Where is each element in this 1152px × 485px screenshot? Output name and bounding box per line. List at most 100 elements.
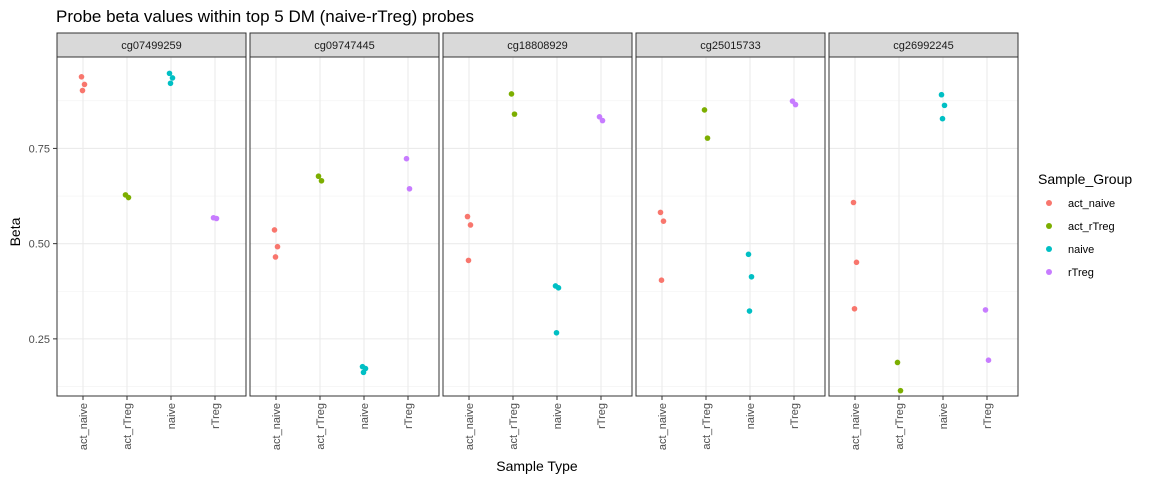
panel-border [442, 56, 633, 397]
x-tick-label: act_rTreg [122, 403, 134, 450]
legend-label: act_naive [1068, 198, 1115, 210]
panel-border [828, 56, 1019, 397]
x-tick-label: act_naive [850, 403, 862, 450]
panel-background [250, 57, 439, 396]
y-axis-ticks: 0.25 0.50 0.75 [29, 143, 57, 346]
x-tick-label: rTreg [403, 403, 415, 429]
data-point [79, 87, 86, 94]
legend-key [1046, 246, 1052, 252]
x-tick-label: rTreg [789, 403, 801, 429]
x-tick-label: act_rTreg [701, 403, 713, 450]
x-tick-label: act_rTreg [508, 403, 520, 450]
facet-panel: cg26992245 act_naive act_rTreg naive rTreg [828, 32, 1019, 450]
facet-strip [249, 32, 440, 58]
data-point [982, 307, 989, 313]
y-tick-label: 0.75 [29, 143, 50, 155]
y-tick-label: 0.50 [29, 239, 50, 251]
facet-panel: cg25015733 act_naive act_rTreg naive rTreg [635, 32, 826, 450]
data-point [274, 243, 281, 250]
panel-background [636, 57, 825, 396]
facet-strip-label: cg26992245 [893, 40, 954, 52]
facet-strip [56, 32, 247, 58]
data-point [897, 387, 904, 394]
data-point [596, 114, 603, 120]
data-point [894, 359, 901, 366]
legend-key [1046, 269, 1052, 275]
data-point [853, 259, 860, 266]
data-point [125, 194, 132, 201]
x-tick-label: act_naive [464, 403, 476, 450]
panel-background [57, 57, 246, 396]
data-point [508, 91, 515, 97]
x-tick-label: naive [552, 403, 564, 429]
data-point [704, 135, 711, 141]
data-point [213, 215, 220, 222]
x-tick-label: rTreg [210, 403, 222, 429]
x-axis-label: Sample Type [496, 458, 578, 474]
data-point [166, 70, 173, 77]
data-point [360, 369, 367, 376]
facet-panel: cg09747445 act_naive act_rTreg naive rTreg [249, 32, 440, 450]
x-tick-label: act_naive [78, 403, 90, 450]
data-point [464, 213, 471, 220]
facet-panel: cg18808929 act_naive act_rTreg naive rTreg [442, 32, 633, 450]
data-point [81, 81, 88, 88]
data-point [701, 107, 708, 113]
x-tick-label: rTreg [982, 403, 994, 429]
facet-strip [635, 32, 826, 58]
data-point [511, 111, 518, 117]
x-tick-label: act_naive [657, 403, 669, 450]
x-tick-label: naive [166, 403, 178, 429]
facet-strip-label: cg07499259 [121, 40, 182, 52]
data-point [941, 102, 948, 109]
facet-strip [828, 32, 1019, 58]
legend-label: rTreg [1068, 267, 1094, 279]
legend-label: naive [1068, 244, 1094, 256]
x-tick-label: act_naive [271, 403, 283, 450]
data-point [406, 185, 413, 192]
data-point [271, 227, 278, 233]
data-point [850, 199, 857, 206]
facet-strip-label: cg18808929 [507, 40, 568, 52]
data-point [403, 155, 410, 162]
data-point [657, 209, 664, 216]
facet-strip [442, 32, 633, 58]
x-tick-label: naive [938, 403, 950, 429]
data-point [985, 357, 992, 363]
panel-border [635, 56, 826, 397]
data-point [318, 177, 325, 184]
data-point [658, 277, 665, 284]
x-tick-label: naive [745, 403, 757, 429]
data-point [467, 222, 474, 228]
x-tick-label: rTreg [596, 403, 608, 429]
panel-border [249, 56, 440, 397]
y-axis-label: Beta [7, 217, 23, 246]
data-point [465, 257, 472, 264]
data-point [553, 329, 560, 336]
facet-strip-label: cg25015733 [700, 40, 761, 52]
legend-title: Sample_Group [1038, 171, 1132, 187]
y-tick-label: 0.25 [29, 334, 50, 346]
facet-strip-label: cg09747445 [314, 40, 375, 52]
x-tick-label: act_rTreg [315, 403, 327, 450]
data-point [792, 101, 799, 108]
data-point [938, 91, 945, 98]
facet-panel: cg07499259 act_naive act_rTreg naive rTreg [56, 32, 247, 450]
data-point [748, 273, 755, 280]
data-point [169, 75, 176, 81]
data-point [939, 115, 946, 122]
data-point [315, 173, 322, 180]
x-tick-label: naive [359, 403, 371, 429]
data-point [555, 285, 562, 291]
data-point [167, 80, 174, 87]
data-point [272, 254, 279, 260]
data-point [660, 218, 667, 224]
data-point [599, 117, 606, 124]
chart-title: Probe beta values within top 5 DM (naive… [56, 7, 474, 26]
legend-key [1046, 200, 1052, 206]
legend-key [1046, 223, 1052, 229]
x-tick-label: act_rTreg [894, 403, 906, 450]
